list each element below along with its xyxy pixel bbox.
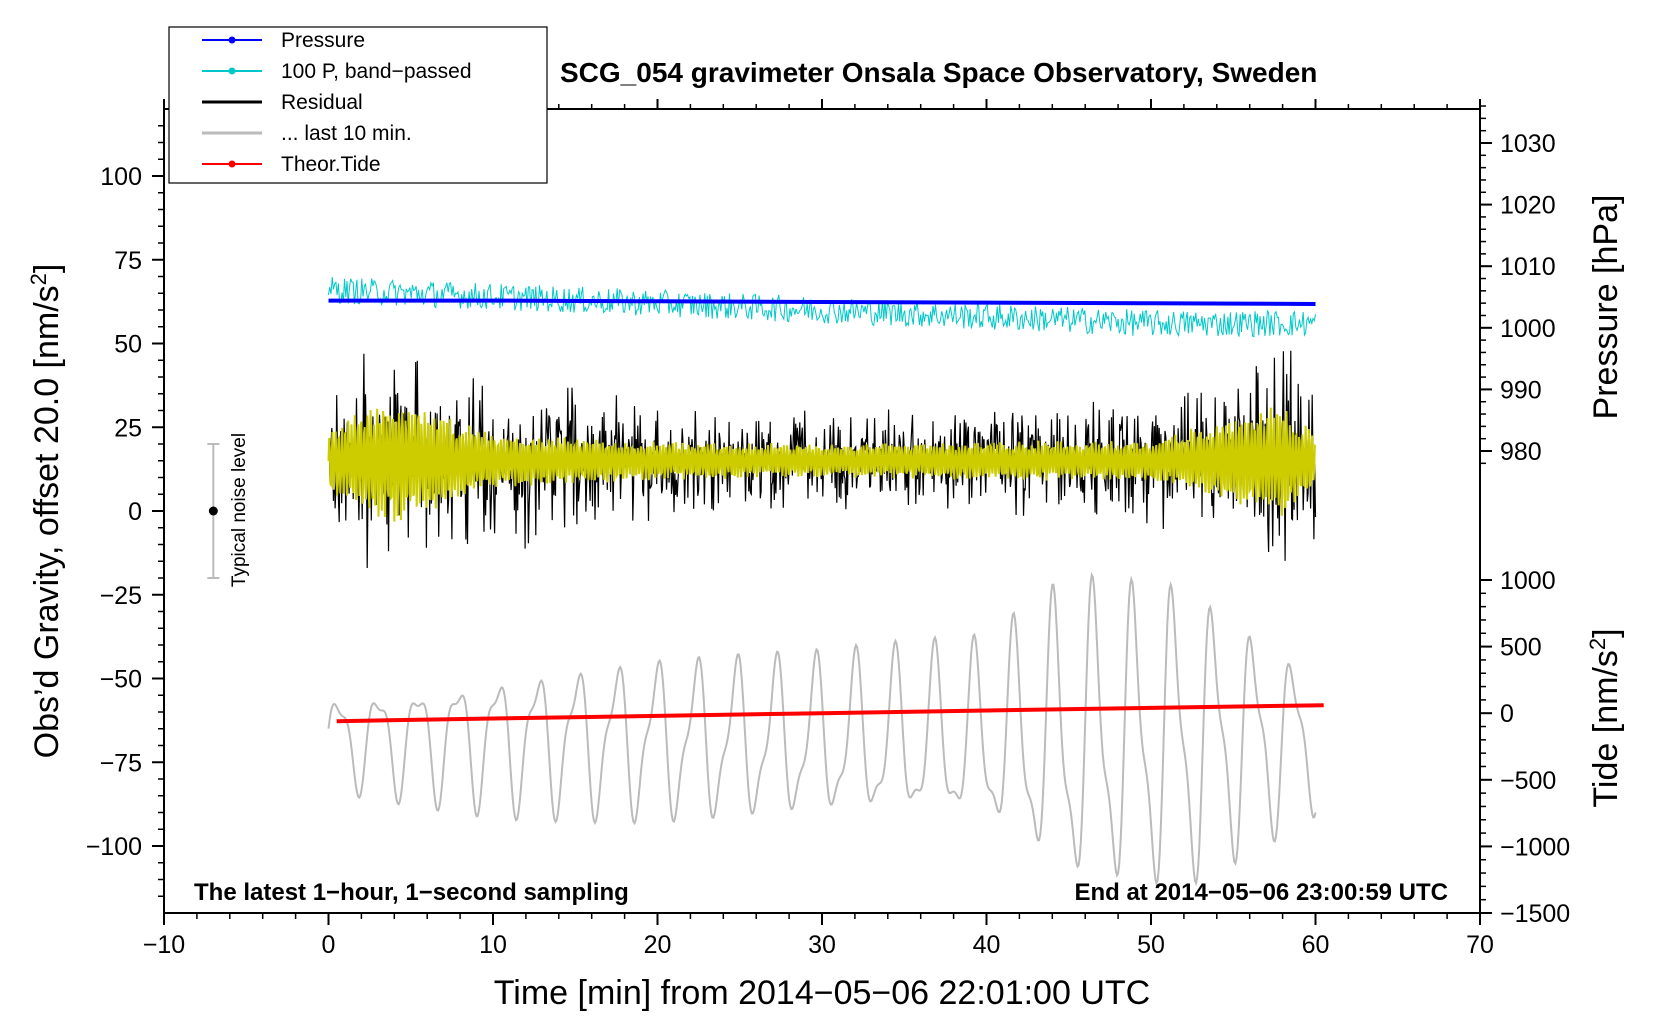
- y-axis-label-pressure: Pressure [hPa]: [1587, 195, 1625, 420]
- series-pressure: [328, 298, 1316, 306]
- x-tick-label: 30: [808, 931, 836, 959]
- pressure-tick-label: 1010: [1500, 253, 1556, 281]
- y-left-tick-label: 75: [114, 247, 142, 275]
- legend-box: [168, 26, 548, 184]
- tide-tick-label: 500: [1500, 634, 1542, 662]
- pressure-tick-label: 1000: [1500, 315, 1556, 343]
- tide-tick-label: −1000: [1500, 833, 1570, 861]
- y-left-label-text: Obs’d Gravity, offset 20.0 [nm/s: [28, 285, 66, 758]
- x-tick-label: 60: [1302, 931, 1330, 959]
- legend-label: ... last 10 min.: [281, 122, 412, 145]
- noise-indicator: [207, 443, 220, 579]
- tide-label-end: ]: [1587, 628, 1625, 637]
- noise-level-label: Typical noise level: [229, 433, 250, 587]
- series-layer: [327, 277, 1324, 887]
- axes-layer: −10 0 10 20 30 40 50 60 701007550250−25−50−75−10…: [86, 99, 1570, 959]
- x-axis-label: Time [min] from 2014−05−06 22:01:00 UTC: [494, 974, 1150, 1012]
- noise-center-dot: [208, 506, 218, 516]
- pressure-tick-label: 1030: [1500, 130, 1556, 158]
- series-residual-bandpassed: [327, 407, 1317, 522]
- tide-label-text: Tide [nm/s: [1587, 650, 1625, 807]
- series-last-10-min: [327, 571, 1317, 887]
- x-tick-label: 70: [1466, 931, 1494, 959]
- legend-label: Pressure: [281, 29, 365, 52]
- y-left-tick-label: 50: [114, 331, 142, 359]
- legend-marker: [228, 67, 236, 75]
- x-tick-label: 50: [1137, 931, 1165, 959]
- y-left-tick-label: 25: [114, 414, 142, 442]
- tide-tick-label: 1000: [1500, 567, 1556, 595]
- pressure-tick-label: 1020: [1500, 192, 1556, 220]
- tide-label-sup: 2: [1585, 638, 1610, 650]
- y-left-label-end: ]: [28, 264, 66, 273]
- x-tick-label: 40: [973, 931, 1001, 959]
- tide-tick-label: 0: [1500, 700, 1514, 728]
- legend-marker: [228, 36, 236, 44]
- x-tick-label: 0: [322, 931, 336, 959]
- legend-label: 100 P, band−passed: [281, 60, 472, 83]
- y-left-tick-label: −75: [100, 749, 142, 777]
- pressure-tick-label: 980: [1500, 438, 1542, 466]
- y-left-tick-label: −50: [100, 666, 142, 694]
- series-theor-tide: [336, 703, 1324, 724]
- y-left-label-sup: 2: [26, 273, 51, 285]
- y-axis-label-left: Obs’d Gravity, offset 20.0 [nm/s2]: [26, 264, 66, 759]
- legend: Pressure 100 P, band−passed Residual ... la…: [168, 26, 548, 184]
- tide-tick-label: −500: [1500, 767, 1556, 795]
- note-latest-hour: The latest 1−hour, 1−second sampling: [194, 879, 629, 906]
- note-end-time: End at 2014−05−06 23:00:59 UTC: [1074, 879, 1448, 906]
- chart-title: SCG_054 gravimeter Onsala Space Observat…: [560, 57, 1317, 88]
- tide-tick-label: −1500: [1500, 900, 1570, 928]
- legend-marker: [228, 160, 236, 168]
- y-left-tick-label: −100: [86, 833, 142, 861]
- series-100p-bandpassed: [328, 277, 1316, 338]
- pressure-tick-label: 990: [1500, 376, 1542, 404]
- legend-label: Theor.Tide: [281, 153, 381, 176]
- y-left-tick-label: −25: [100, 582, 142, 610]
- x-tick-label: 20: [644, 931, 672, 959]
- x-tick-label: −10: [143, 931, 185, 959]
- y-left-tick-label: 100: [100, 163, 142, 191]
- y-axis-label-tide: Tide [nm/s2]: [1585, 628, 1625, 807]
- y-left-tick-label: 0: [128, 498, 142, 526]
- x-tick-label: 10: [479, 931, 507, 959]
- legend-label: Residual: [281, 91, 363, 114]
